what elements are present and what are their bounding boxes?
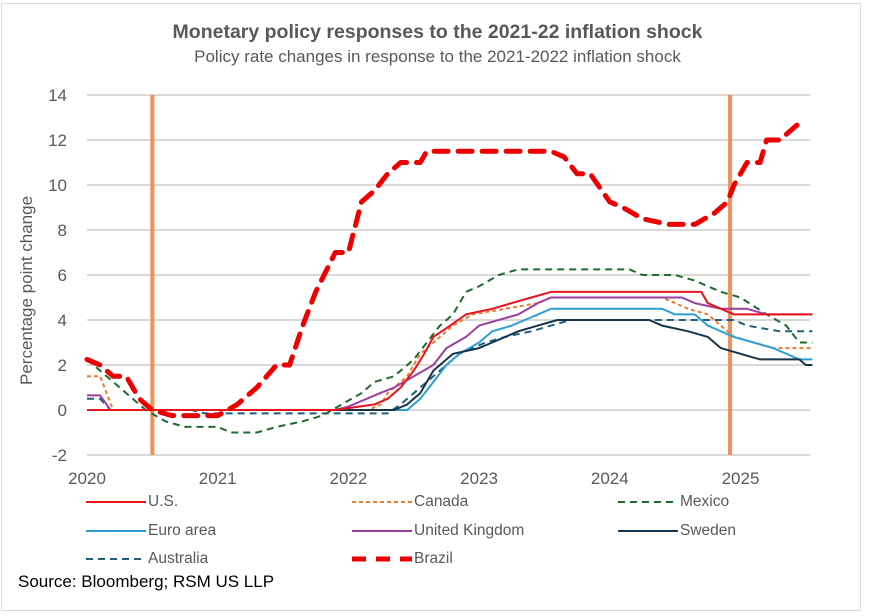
series-line-euro-area xyxy=(87,307,813,411)
x-tick-label: 2025 xyxy=(722,469,760,488)
legend-swatch xyxy=(618,530,678,532)
legend-item: Mexico xyxy=(618,492,729,512)
y-tick-label: 12 xyxy=(48,131,67,150)
series-line-mexico xyxy=(86,268,813,434)
series-line-united-kingdom xyxy=(87,296,813,411)
legend-item: Canada xyxy=(352,492,468,512)
y-tick-label: 8 xyxy=(58,221,67,240)
legend-label: Brazil xyxy=(414,550,453,567)
series-line-brazil xyxy=(84,120,802,419)
legend-label: Sweden xyxy=(680,522,737,539)
x-tick-label: 2022 xyxy=(329,469,367,488)
chart-title: Monetary policy responses to the 2021-22… xyxy=(172,21,703,43)
legend-swatch xyxy=(352,530,412,532)
legend-label: Canada xyxy=(414,493,469,510)
legend-label: Euro area xyxy=(148,522,217,539)
legend-item: U.S. xyxy=(86,492,178,512)
series-line-canada xyxy=(87,296,813,411)
y-tick-label: -2 xyxy=(52,446,67,465)
legend-swatch xyxy=(352,556,412,562)
y-tick-label: 0 xyxy=(58,401,67,420)
y-tick-label: 14 xyxy=(48,86,67,105)
legend-item: Sweden xyxy=(618,521,736,541)
y-tick-label: 10 xyxy=(48,176,67,195)
legend-label: United Kingdom xyxy=(414,522,525,539)
legend-swatch xyxy=(86,558,146,560)
source-note: Source: Bloomberg; RSM US LLP xyxy=(18,572,275,591)
legend-swatch xyxy=(618,501,678,503)
legend-item: Brazil xyxy=(352,549,453,569)
legend-swatch xyxy=(352,501,412,503)
legend-label: U.S. xyxy=(148,493,179,510)
series-line-australia xyxy=(87,319,813,415)
legend-item: Euro area xyxy=(86,521,216,541)
legend-swatch xyxy=(86,530,146,532)
legend-item: Australia xyxy=(86,549,208,569)
legend-label: Australia xyxy=(148,550,209,567)
x-tick-label: 2024 xyxy=(591,469,629,488)
legend-label: Mexico xyxy=(680,493,730,510)
chart-subtitle: Policy rate changes in response to the 2… xyxy=(194,47,681,66)
legend-item: United Kingdom xyxy=(352,521,524,541)
y-tick-label: 4 xyxy=(58,311,67,330)
legend-swatch xyxy=(86,501,146,503)
x-tick-label: 2023 xyxy=(460,469,498,488)
x-tick-label: 2020 xyxy=(68,469,106,488)
series-line-sweden xyxy=(87,319,813,411)
y-tick-label: 6 xyxy=(58,266,67,285)
series-line-u-s- xyxy=(87,290,813,411)
x-tick-label: 2021 xyxy=(199,469,237,488)
y-tick-label: 2 xyxy=(58,356,67,375)
